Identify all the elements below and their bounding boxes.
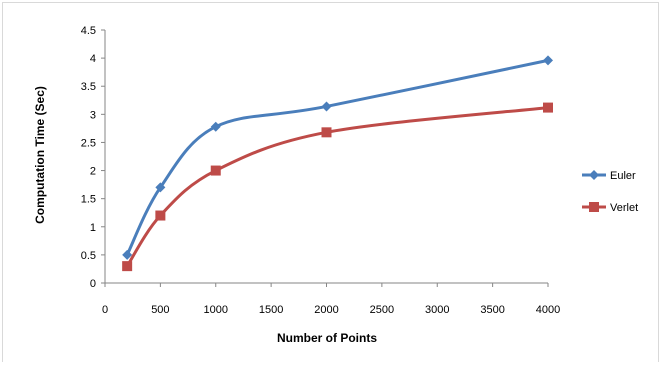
x-tick-label: 3000 bbox=[425, 304, 449, 316]
series-line-verlet bbox=[125, 106, 549, 267]
legend-marker-euler bbox=[589, 170, 599, 180]
legend-item-euler: Euler bbox=[582, 170, 636, 182]
y-tick-label: 4 bbox=[90, 53, 96, 65]
x-tick-label: 4000 bbox=[536, 304, 560, 316]
data-point-euler bbox=[210, 121, 221, 132]
x-tick-label: 500 bbox=[151, 304, 169, 316]
x-tick-label: 1500 bbox=[259, 304, 283, 316]
legend-label-verlet: Verlet bbox=[610, 202, 638, 214]
legend-label-euler: Euler bbox=[610, 170, 636, 182]
y-tick-label: 2 bbox=[90, 166, 96, 178]
data-point-verlet bbox=[543, 102, 553, 113]
series-euler bbox=[122, 55, 553, 260]
y-tick-labels: 0 0.5 1 1.5 2 2.5 3 3.5 4 4.5 bbox=[81, 25, 96, 290]
x-axis-title: Number of Points bbox=[277, 331, 377, 345]
data-point-euler bbox=[122, 249, 133, 260]
series-line-euler bbox=[125, 58, 549, 256]
y-tick-label: 2.5 bbox=[81, 137, 96, 149]
data-point-verlet bbox=[155, 210, 166, 221]
axes bbox=[101, 29, 549, 287]
y-tick-label: 1 bbox=[90, 222, 96, 234]
x-tick-label: 1000 bbox=[204, 304, 228, 316]
data-point-verlet bbox=[321, 127, 332, 138]
data-point-euler bbox=[543, 55, 553, 66]
x-tick-label: 3500 bbox=[480, 304, 504, 316]
x-tick-label: 2500 bbox=[370, 304, 394, 316]
y-axis-title: Computation Time (Sec) bbox=[33, 86, 47, 224]
series-verlet bbox=[122, 102, 553, 272]
x-tick-label: 0 bbox=[102, 304, 108, 316]
y-tick-label: 0.5 bbox=[81, 250, 96, 262]
data-point-verlet bbox=[122, 261, 133, 272]
legend-item-verlet: Verlet bbox=[582, 202, 638, 214]
data-point-euler bbox=[155, 182, 166, 193]
data-point-verlet bbox=[210, 165, 221, 176]
data-point-euler bbox=[321, 101, 332, 112]
y-tick-label: 4.5 bbox=[81, 25, 96, 37]
legend-marker-verlet bbox=[589, 202, 599, 212]
x-tick-labels: 0 500 1000 1500 2000 2500 3000 3500 4000 bbox=[102, 304, 560, 316]
y-tick-label: 3 bbox=[90, 109, 96, 121]
legend: Euler Verlet bbox=[582, 170, 638, 214]
series-layer bbox=[122, 55, 553, 272]
y-tick-label: 1.5 bbox=[81, 194, 96, 206]
x-tick-label: 2000 bbox=[314, 304, 338, 316]
y-tick-label: 0 bbox=[90, 278, 96, 290]
y-tick-label: 3.5 bbox=[81, 81, 96, 93]
